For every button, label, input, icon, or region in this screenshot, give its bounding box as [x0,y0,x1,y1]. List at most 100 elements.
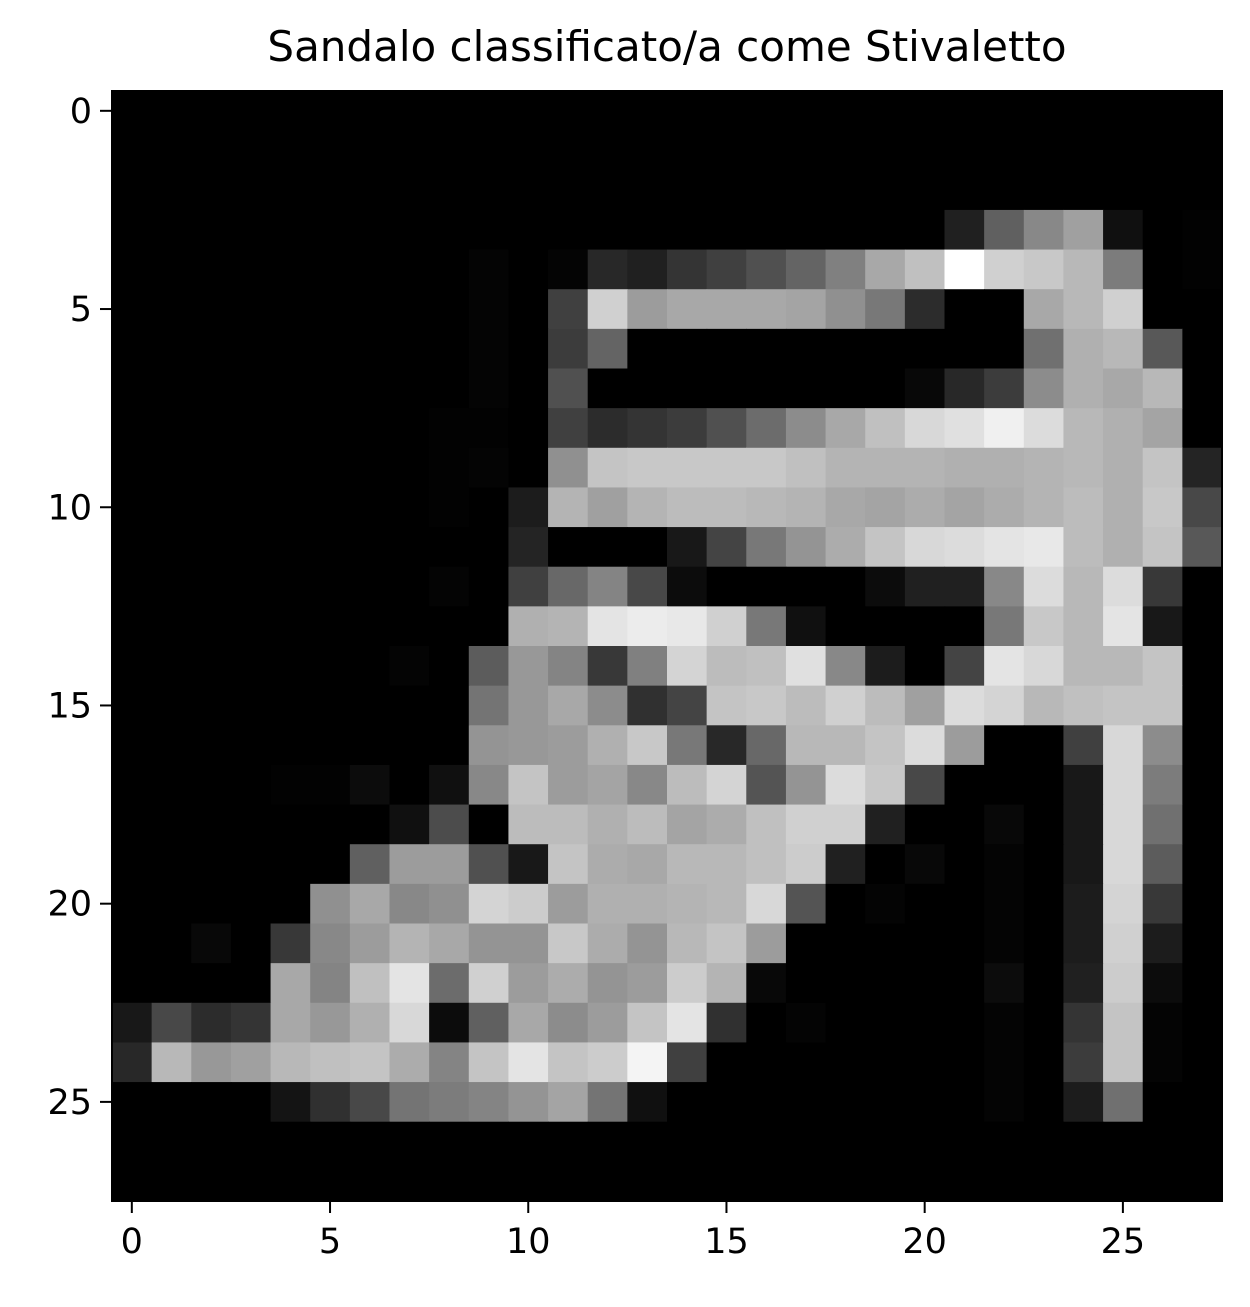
heatmap-cell-r10-c16 [746,487,787,528]
heatmap-cell-r5-c23 [1023,289,1065,330]
heatmap-cell-r22-c27 [1182,963,1223,1004]
heatmap-cell-r23-c11 [548,1002,589,1044]
heatmap-cell-r24-c23 [1023,1042,1065,1083]
heatmap-cell-r7-c0 [112,368,153,409]
heatmap-cell-r11-c27 [1182,527,1223,568]
heatmap-cell-r15-c7 [389,685,430,726]
heatmap-cell-r2-c0 [112,170,153,211]
heatmap-cell-r2-c22 [984,170,1025,211]
heatmap-cell-r20-c11 [548,883,589,925]
heatmap-cell-r12-c22 [984,566,1025,607]
heatmap-cell-r13-c22 [984,606,1025,647]
heatmap-cell-r7-c23 [1023,368,1065,409]
heatmap-cell-r15-c16 [746,685,787,726]
heatmap-cell-r3-c25 [1103,209,1144,251]
heatmap-cell-r21-c15 [706,923,747,964]
heatmap-cell-r8-c0 [112,408,153,449]
heatmap-cell-r20-c12 [587,883,628,925]
heatmap-cell-r20-c5 [310,883,351,925]
heatmap-cell-r22-c16 [746,963,787,1004]
heatmap-cell-r23-c7 [389,1002,430,1044]
heatmap-cell-r19-c12 [587,844,628,885]
heatmap-cell-r3-c8 [429,209,470,251]
heatmap-cell-r8-c10 [508,408,549,449]
heatmap-cell-r26-c17 [785,1121,827,1162]
heatmap-cell-r20-c2 [191,883,232,925]
heatmap-cell-r27-c11 [548,1161,589,1202]
heatmap-cell-r16-c24 [1063,725,1104,766]
heatmap-cell-r17-c20 [904,764,946,806]
heatmap-cell-r12-c0 [112,566,153,607]
heatmap-cell-r23-c24 [1063,1002,1104,1044]
heatmap-cell-r1-c9 [468,130,510,171]
heatmap-cell-r25-c13 [627,1082,668,1123]
heatmap-cell-r3-c2 [191,209,232,251]
heatmap-cell-r2-c19 [865,170,906,211]
heatmap-cells [112,91,1223,1202]
heatmap-cell-r10-c4 [270,487,311,528]
heatmap-cell-r23-c21 [944,1002,985,1044]
heatmap-cell-r7-c6 [349,368,391,409]
heatmap-cell-r14-c9 [468,646,510,687]
heatmap-cell-r9-c8 [429,447,470,489]
heatmap-cell-r18-c6 [349,804,391,845]
heatmap-cell-r12-c2 [191,566,232,607]
heatmap-cell-r16-c1 [151,725,192,766]
heatmap-cell-r16-c2 [191,725,232,766]
heatmap-cell-r7-c5 [310,368,351,409]
heatmap-cell-r14-c25 [1103,646,1144,687]
heatmap-cell-r16-c25 [1103,725,1144,766]
heatmap-cell-r12-c25 [1103,566,1144,607]
heatmap-cell-r4-c8 [429,249,470,290]
heatmap-cell-r16-c21 [944,725,985,766]
y-tick-label-3: 15 [47,686,92,726]
heatmap-cell-r10-c8 [429,487,470,528]
heatmap-cell-r15-c26 [1142,685,1183,726]
heatmap-cell-r13-c3 [230,606,272,647]
heatmap-cell-r27-c0 [112,1161,153,1202]
heatmap-cell-r5-c2 [191,289,232,330]
heatmap-cell-r14-c5 [310,646,351,687]
heatmap-cell-r14-c8 [429,646,470,687]
heatmap-cell-r15-c9 [468,685,510,726]
heatmap-cell-r13-c17 [785,606,827,647]
heatmap-cell-r13-c13 [627,606,668,647]
heatmap-cell-r22-c17 [785,963,827,1004]
heatmap-cell-r16-c5 [310,725,351,766]
heatmap-cell-r2-c20 [904,170,946,211]
heatmap-cell-r7-c4 [270,368,311,409]
heatmap-cell-r25-c22 [984,1082,1025,1123]
heatmap-cell-r14-c26 [1142,646,1183,687]
heatmap-cell-r22-c6 [349,963,391,1004]
heatmap-cell-r24-c8 [429,1042,470,1083]
heatmap-cell-r27-c24 [1063,1161,1104,1202]
heatmap-cell-r0-c11 [548,91,589,132]
heatmap-cell-r24-c11 [548,1042,589,1083]
heatmap-cell-r3-c17 [785,209,827,251]
heatmap-cell-r20-c10 [508,883,549,925]
heatmap-cell-r0-c5 [310,91,351,132]
heatmap-cell-r25-c5 [310,1082,351,1123]
heatmap-cell-r23-c13 [627,1002,668,1044]
heatmap-cell-r27-c16 [746,1161,787,1202]
heatmap-cell-r0-c24 [1063,91,1104,132]
heatmap-cell-r1-c26 [1142,130,1183,171]
heatmap-cell-r7-c9 [468,368,510,409]
heatmap-cell-r27-c2 [191,1161,232,1202]
heatmap-cell-r14-c16 [746,646,787,687]
heatmap-cell-r21-c2 [191,923,232,964]
heatmap-cell-r6-c10 [508,328,549,370]
heatmap-cell-r14-c0 [112,646,153,687]
heatmap-cell-r26-c26 [1142,1121,1183,1162]
heatmap-cell-r17-c17 [785,764,827,806]
heatmap-cell-r14-c11 [548,646,589,687]
heatmap-cell-r10-c0 [112,487,153,528]
heatmap-cell-r7-c20 [904,368,946,409]
heatmap-cell-r27-c6 [349,1161,391,1202]
heatmap-cell-r23-c4 [270,1002,311,1044]
heatmap-cell-r26-c11 [548,1121,589,1162]
heatmap-cell-r16-c3 [230,725,272,766]
x-tick-label-5: 25 [1101,1222,1146,1262]
heatmap-cell-r11-c23 [1023,527,1065,568]
heatmap-cell-r21-c7 [389,923,430,964]
